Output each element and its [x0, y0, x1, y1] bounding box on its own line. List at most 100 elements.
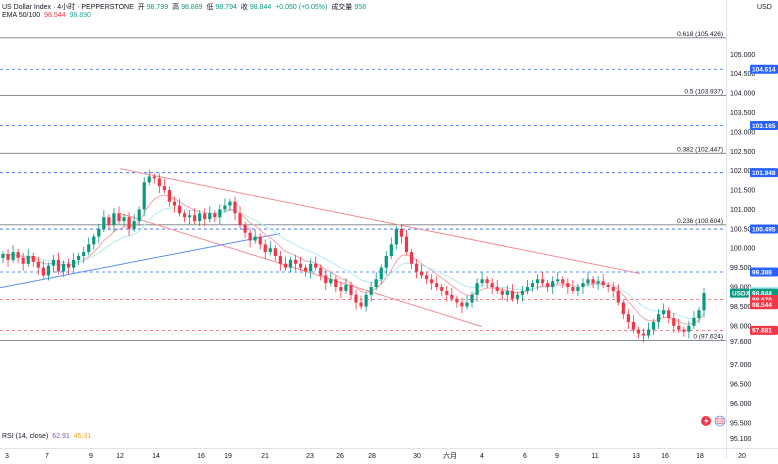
candle-body [641, 333, 646, 336]
candle [475, 278, 479, 302]
candle [162, 179, 166, 194]
candle-body [187, 215, 192, 218]
x-tick-label: 9 [89, 453, 93, 460]
candle [495, 280, 499, 295]
candle [46, 262, 50, 281]
candle-body [293, 259, 298, 264]
close-value: 98.844 [249, 4, 272, 11]
x-tick-label: 20 [738, 453, 746, 460]
candle [445, 285, 449, 302]
candle [26, 249, 30, 267]
y-tick-label: 98.000 [730, 323, 752, 330]
price-tag-box [750, 224, 778, 234]
flash-icon[interactable] [701, 416, 711, 426]
price-tag: 104.614 [750, 64, 778, 74]
candle [636, 326, 641, 339]
symbol-tag-box [730, 288, 749, 298]
y-tick-label: 104.000 [730, 91, 755, 98]
candle-body [631, 321, 635, 330]
low-value: 98.794 [215, 4, 237, 11]
candle [102, 210, 106, 232]
candle-body [430, 279, 434, 284]
candle [667, 307, 671, 324]
candle-body [606, 285, 610, 288]
candle [419, 264, 424, 279]
channel-lower-line [119, 212, 483, 328]
candle-body [465, 302, 469, 307]
candle [646, 322, 651, 339]
x-tick-label: 7 [45, 453, 49, 460]
candle [450, 287, 454, 302]
candle [203, 208, 207, 227]
candle-body [530, 283, 535, 288]
candle [112, 208, 116, 232]
candle-body [36, 261, 40, 268]
candle-body [11, 252, 15, 260]
candle [515, 291, 520, 304]
x-tick-label: 26 [336, 453, 344, 460]
candle [167, 186, 172, 207]
flag-icon[interactable] [714, 415, 726, 427]
candle-body [51, 259, 56, 266]
candle-body [354, 294, 358, 303]
candle-body [278, 256, 282, 264]
fib-level-label: 0.618 (105.426) [677, 31, 723, 38]
candle-body [298, 263, 303, 268]
candle [314, 256, 318, 271]
x-tick-label: 六月 [443, 451, 457, 460]
candle-body [475, 283, 479, 295]
y-tick-label: 96.000 [730, 401, 752, 408]
ema-legend[interactable]: EMA 50/100 98.544 98.890 [2, 12, 93, 19]
candle-body [203, 213, 207, 220]
candle [530, 280, 535, 293]
candle-body [505, 290, 509, 295]
candle [56, 252, 61, 275]
candle-body [515, 294, 520, 299]
candle-body [21, 257, 25, 264]
candle [520, 285, 525, 302]
candle [359, 295, 363, 310]
candle-body [591, 279, 595, 284]
y-tick-label: 101.000 [730, 207, 755, 214]
candle-body [440, 287, 444, 291]
price-tag-box [750, 64, 778, 74]
candle [510, 283, 514, 302]
x-tick-label: 18 [696, 453, 704, 460]
candle-body [319, 267, 323, 276]
x-tick-label: 6 [523, 453, 527, 460]
candle [92, 233, 96, 250]
price-tag-box [750, 267, 778, 277]
candle-body [61, 263, 66, 272]
rsi-legend[interactable]: RSI (14, close) 62.91 45.31 [2, 433, 93, 440]
candle-body [243, 224, 247, 233]
y-tick-label: 100.000 [730, 246, 755, 253]
x-tick-label: 19 [224, 453, 232, 460]
candle-body [268, 248, 272, 253]
candle [82, 247, 86, 263]
symbol-title[interactable]: US Dollar Index · 4小时 · PEPPERSTONE [2, 4, 134, 11]
fib-level-label: 0.5 (103.937) [684, 89, 723, 96]
candle-body [692, 318, 696, 326]
candle [611, 281, 615, 298]
candle-body [132, 221, 136, 229]
candle [702, 288, 706, 318]
candle-body [586, 279, 590, 284]
candle [11, 245, 15, 263]
candle [399, 223, 404, 244]
candle-body [248, 232, 252, 241]
x-tick-label: 30 [413, 453, 421, 460]
candle-body [263, 244, 267, 253]
candle [107, 214, 111, 231]
candle-body [480, 279, 484, 284]
y-tick-label: 95.500 [730, 420, 752, 427]
candle [152, 173, 156, 184]
candle [561, 276, 565, 289]
ema100-line [2, 207, 705, 319]
x-tick-label: 3 [5, 453, 9, 460]
price-tag-label: 98.544 [752, 302, 772, 309]
y-tick-label: 96.500 [730, 382, 752, 389]
trend-line [0, 233, 281, 289]
y-tick-label: 105.000 [730, 52, 755, 59]
candle [324, 270, 328, 291]
